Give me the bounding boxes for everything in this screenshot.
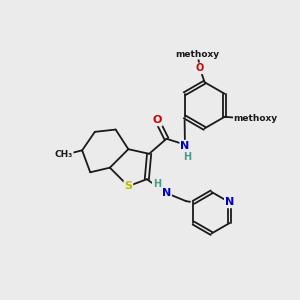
Text: OMe2: OMe2: [0, 299, 1, 300]
Text: N: N: [162, 188, 171, 198]
Text: H: H: [183, 152, 191, 162]
Text: S: S: [124, 181, 132, 191]
Text: N: N: [180, 141, 190, 151]
Text: methoxy: methoxy: [176, 50, 220, 59]
Text: N: N: [225, 197, 234, 207]
Text: O: O: [152, 115, 162, 125]
Text: methoxy: methoxy: [0, 299, 1, 300]
Text: O: O: [237, 113, 245, 123]
Text: methoxy: methoxy: [233, 113, 278, 122]
Text: O: O: [196, 63, 204, 73]
Text: CH₃: CH₃: [55, 151, 73, 160]
Text: H: H: [153, 179, 161, 189]
